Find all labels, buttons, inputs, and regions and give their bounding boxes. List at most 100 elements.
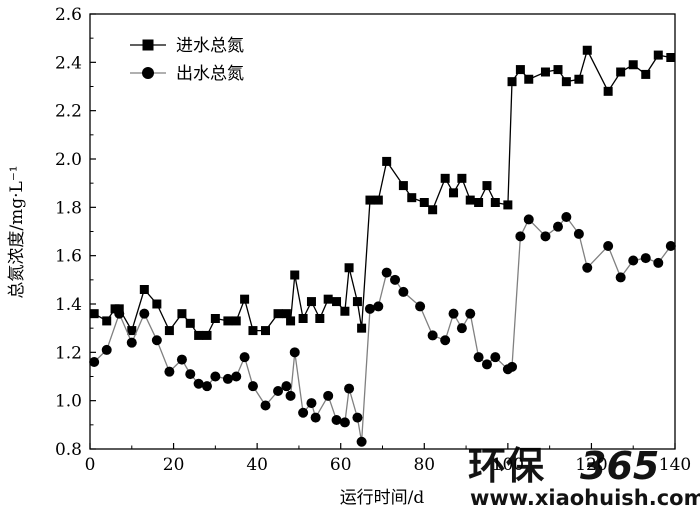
series-0-point-12: [210, 314, 220, 323]
series-1-point-34: [398, 286, 409, 297]
series-1-point-33: [390, 274, 401, 285]
series-1-point-40: [465, 308, 476, 319]
series-1-point-6: [164, 366, 175, 377]
series-1-point-2: [114, 308, 125, 319]
series-0-point-23: [306, 297, 316, 307]
watermark-brand-number: 365: [580, 444, 659, 488]
series-0-point-50: [553, 65, 563, 75]
series-0-point-11: [202, 330, 212, 340]
series-1-point-41: [473, 352, 484, 363]
series-0: [89, 45, 676, 340]
x-tick-label-5: 100: [492, 455, 524, 475]
series-1-point-28: [352, 412, 363, 423]
series-1-point-11: [210, 371, 221, 382]
series-0-point-48: [524, 74, 534, 84]
series-1-point-54: [615, 272, 626, 283]
x-tick-label-6: 120: [575, 455, 607, 475]
series-0-point-43: [482, 181, 492, 191]
legend-label-inflow: 进水总氮: [176, 36, 244, 56]
series-1-point-30: [364, 303, 375, 314]
series-0-point-10: [194, 330, 204, 340]
series-0-point-8: [177, 309, 187, 319]
series-0-point-53: [582, 45, 592, 55]
series-1-point-50: [561, 212, 572, 222]
series-0-point-41: [465, 195, 475, 205]
series-1-point-42: [481, 359, 492, 370]
series-0-point-18: [273, 309, 283, 319]
x-axis-title: 运行时间/d: [340, 488, 425, 508]
legend-item-outflow: 出水总氮: [130, 64, 244, 84]
series-0-point-57: [641, 69, 651, 79]
series-0-point-20: [286, 316, 296, 326]
x-tick-label-4: 80: [413, 455, 435, 475]
watermark-brand-text: 环保: [468, 444, 545, 488]
series-1-point-1: [101, 344, 112, 355]
series-1-point-9: [193, 378, 204, 389]
series-0-point-35: [407, 193, 417, 203]
series-1-point-0: [89, 357, 100, 367]
series-1-point-31: [373, 301, 384, 312]
series-0-point-46: [507, 77, 517, 87]
series-0-point-56: [628, 60, 638, 70]
legend-label-outflow: 出水总氮: [176, 64, 244, 84]
legend-marker-inflow: [142, 39, 154, 51]
series-0-point-31: [365, 195, 375, 205]
series-1-point-13: [231, 371, 242, 382]
series-1-point-56: [640, 253, 651, 264]
series-1-point-14: [239, 352, 250, 363]
y-tick-label-6: 2.0: [55, 150, 82, 170]
series-0-point-33: [382, 156, 392, 166]
series-1-point-46: [515, 231, 526, 242]
series-1-point-23: [310, 412, 321, 423]
series-0-point-22: [298, 314, 308, 323]
series-1-point-12: [222, 373, 233, 384]
series-0-point-55: [616, 67, 626, 77]
series-0-point-49: [540, 67, 550, 77]
x-tick-label-0: 0: [85, 455, 96, 475]
series-0-point-21: [290, 270, 300, 280]
series-0-point-29: [352, 297, 362, 307]
y-tick-label-4: 1.6: [55, 247, 82, 267]
series-1-point-24: [323, 390, 334, 401]
series-1-point-8: [185, 369, 196, 380]
series-1-point-49: [553, 221, 563, 232]
series-0-point-28: [344, 263, 354, 273]
series-1-point-51: [573, 228, 584, 239]
x-tick-label-3: 60: [330, 455, 352, 475]
series-1-point-35: [415, 301, 426, 312]
series-1-point-55: [628, 255, 639, 266]
series-0-point-44: [490, 198, 500, 207]
series-1-point-22: [306, 398, 317, 409]
series-1-point-16: [260, 400, 271, 411]
series-0-point-58: [653, 50, 663, 60]
y-tick-label-3: 1.4: [55, 295, 82, 315]
series-1-point-18: [281, 381, 292, 392]
series-1-point-19: [285, 390, 296, 401]
x-axis-ticks: 0 20 40 60 80 100 120 140: [85, 443, 691, 475]
series-0-point-51: [561, 77, 571, 87]
series-0-point-37: [428, 205, 438, 215]
series-1-point-26: [339, 417, 350, 428]
series-0-point-15: [240, 294, 250, 304]
series-1-point-27: [344, 383, 355, 394]
y-axis-ticks: 0.8 1.0 1.2 1.4 1.6 1.8 2.0 2.2 2.4 2.6: [55, 5, 96, 460]
series-0-point-54: [603, 86, 613, 96]
legend-item-inflow: 进水总氮: [130, 36, 244, 56]
y-tick-label-0: 0.8: [55, 440, 82, 460]
legend-marker-outflow: [142, 67, 154, 79]
series-0-point-4: [127, 326, 137, 336]
series-1-point-17: [273, 386, 284, 396]
y-axis-title: 总氮浓度/mg·L⁻¹: [7, 165, 27, 298]
series-0-point-24: [315, 314, 325, 323]
y-tick-label-1: 1.0: [55, 392, 82, 412]
y-tick-label-5: 1.8: [55, 198, 82, 218]
series-0-point-32: [373, 195, 383, 205]
series-0-point-30: [357, 323, 367, 333]
series-1-point-20: [289, 347, 300, 358]
series-1-point-39: [456, 323, 467, 334]
series-0-point-6: [152, 299, 162, 309]
series-0-point-40: [457, 173, 467, 183]
series-0-point-25: [323, 294, 333, 304]
series-line-1: [93, 215, 672, 442]
series-1-point-32: [381, 267, 392, 278]
